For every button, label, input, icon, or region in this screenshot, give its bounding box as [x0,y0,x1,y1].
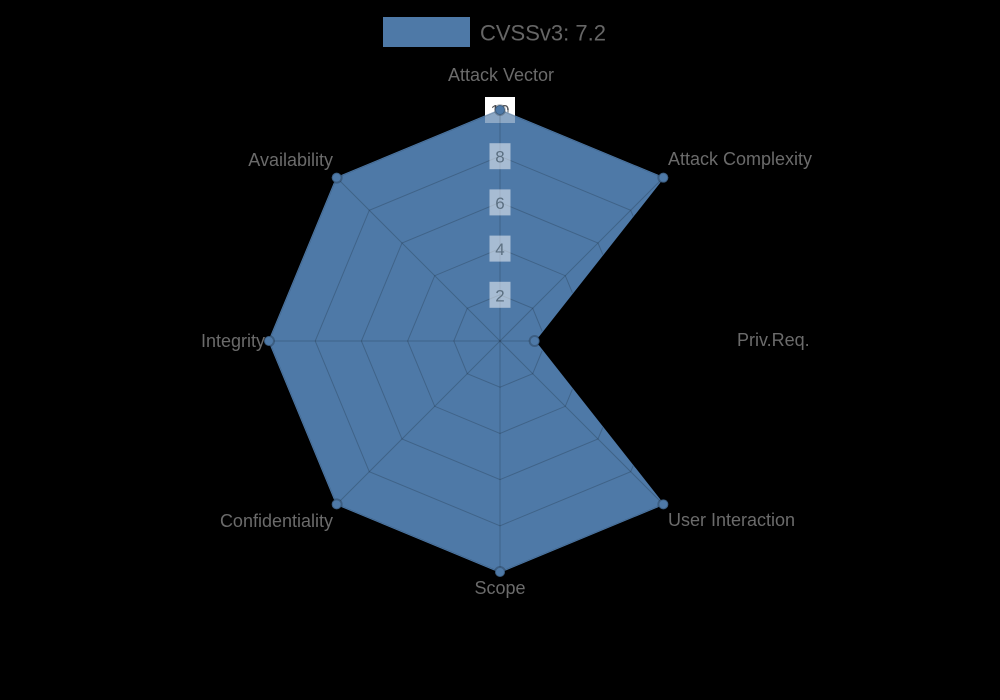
axis-label-user-interaction: User Interaction [668,510,795,530]
radial-tick-box-2 [489,281,511,308]
legend-swatch[interactable] [383,17,470,47]
radial-tick-box-8 [489,143,511,170]
vertex-marker-2[interactable] [528,335,541,347]
radial-tick-label-8: 8 [495,148,504,167]
grid-spoke-3 [499,340,664,505]
axis-label-scope: Scope [474,578,525,598]
radial-tick-box-4 [489,235,511,262]
radial-tick-label-2: 2 [495,286,504,305]
vertex-marker-0[interactable] [494,104,506,116]
radial-tick-label-6: 6 [495,194,504,213]
vertex-marker-4[interactable] [494,566,506,578]
grid-spoke-5 [336,340,501,505]
legend-label[interactable]: CVSSv3: 7.2 [480,21,606,46]
radial-tick-label-4: 4 [495,240,504,259]
radial-tick-box-10-tint [485,110,515,123]
radial-tick-box-6 [489,189,511,216]
axis-label-integrity: Integrity [201,331,265,351]
vertex-marker-3[interactable] [657,498,670,511]
axis-label-attack-complexity: Attack Complexity [668,149,812,169]
axis-label-priv-req: Priv.Req. [737,330,810,350]
vertex-marker-7[interactable] [330,171,343,184]
grid-spoke-1 [499,177,664,342]
legend-item-cvssv3[interactable]: CVSSv3: 7.2 [383,17,606,47]
grid-spoke-7 [336,177,501,342]
grid-ring-2 [453,294,547,388]
axis-label-attack-vector: Attack Vector [448,65,554,85]
vertex-marker-5[interactable] [330,498,343,511]
vertex-marker-1[interactable] [657,171,670,184]
axis-label-availability: Availability [248,150,333,170]
vertex-marker-6[interactable] [263,335,275,347]
axis-label-confidentiality: Confidentiality [220,511,333,531]
